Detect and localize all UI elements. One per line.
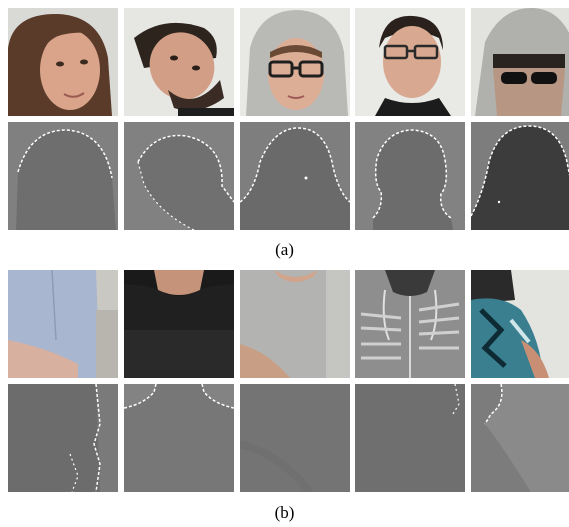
depth-torso-3-image: [239, 384, 350, 492]
depth-torso-2-image: [123, 384, 234, 492]
depth-torso-3: [239, 384, 350, 492]
caption-b: (b): [274, 503, 295, 522]
depth-face-1: [8, 122, 118, 230]
rgb-torso-4-image: [355, 270, 466, 378]
depth-torso-5: [471, 384, 569, 492]
depth-face-4-image: [355, 122, 466, 230]
rgb-torso-1-image: [8, 270, 118, 378]
rgb-face-1-image: [8, 8, 118, 116]
depth-face-3-image: [239, 122, 350, 230]
depth-torso-4-image: [355, 384, 466, 492]
rgb-face-2-image: [123, 8, 234, 116]
depth-face-2-image: [123, 122, 234, 230]
rgb-torso-2: [123, 270, 234, 378]
rgb-face-5: [471, 8, 569, 116]
depth-face-4: [355, 122, 466, 230]
rgb-face-4-image: [355, 8, 466, 116]
rgb-face-2: [123, 8, 234, 116]
depth-face-5-image: [471, 122, 569, 230]
panel-a-grid: [8, 8, 569, 230]
depth-face-1-image: [8, 122, 118, 230]
depth-torso-1-image: [8, 384, 118, 492]
rgb-face-5-image: [471, 8, 569, 116]
panel-b-grid: [8, 270, 569, 492]
rgb-torso-5: [471, 270, 569, 378]
rgb-torso-3-image: [239, 270, 350, 378]
depth-torso-4: [355, 384, 466, 492]
rgb-face-3: [239, 8, 350, 116]
rgb-torso-2-image: [123, 270, 234, 378]
depth-torso-2: [123, 384, 234, 492]
rgb-torso-1: [8, 270, 118, 378]
caption-a: (a): [275, 240, 294, 259]
rgb-face-3-image: [239, 8, 350, 116]
depth-face-3: [239, 122, 350, 230]
rgb-torso-4: [355, 270, 466, 378]
rgb-face-1: [8, 8, 118, 116]
rgb-torso-5-image: [471, 270, 569, 378]
depth-face-5: [471, 122, 569, 230]
depth-torso-5-image: [471, 384, 569, 492]
rgb-face-4: [355, 8, 466, 116]
depth-torso-1: [8, 384, 118, 492]
depth-face-2: [123, 122, 234, 230]
rgb-torso-3: [239, 270, 350, 378]
